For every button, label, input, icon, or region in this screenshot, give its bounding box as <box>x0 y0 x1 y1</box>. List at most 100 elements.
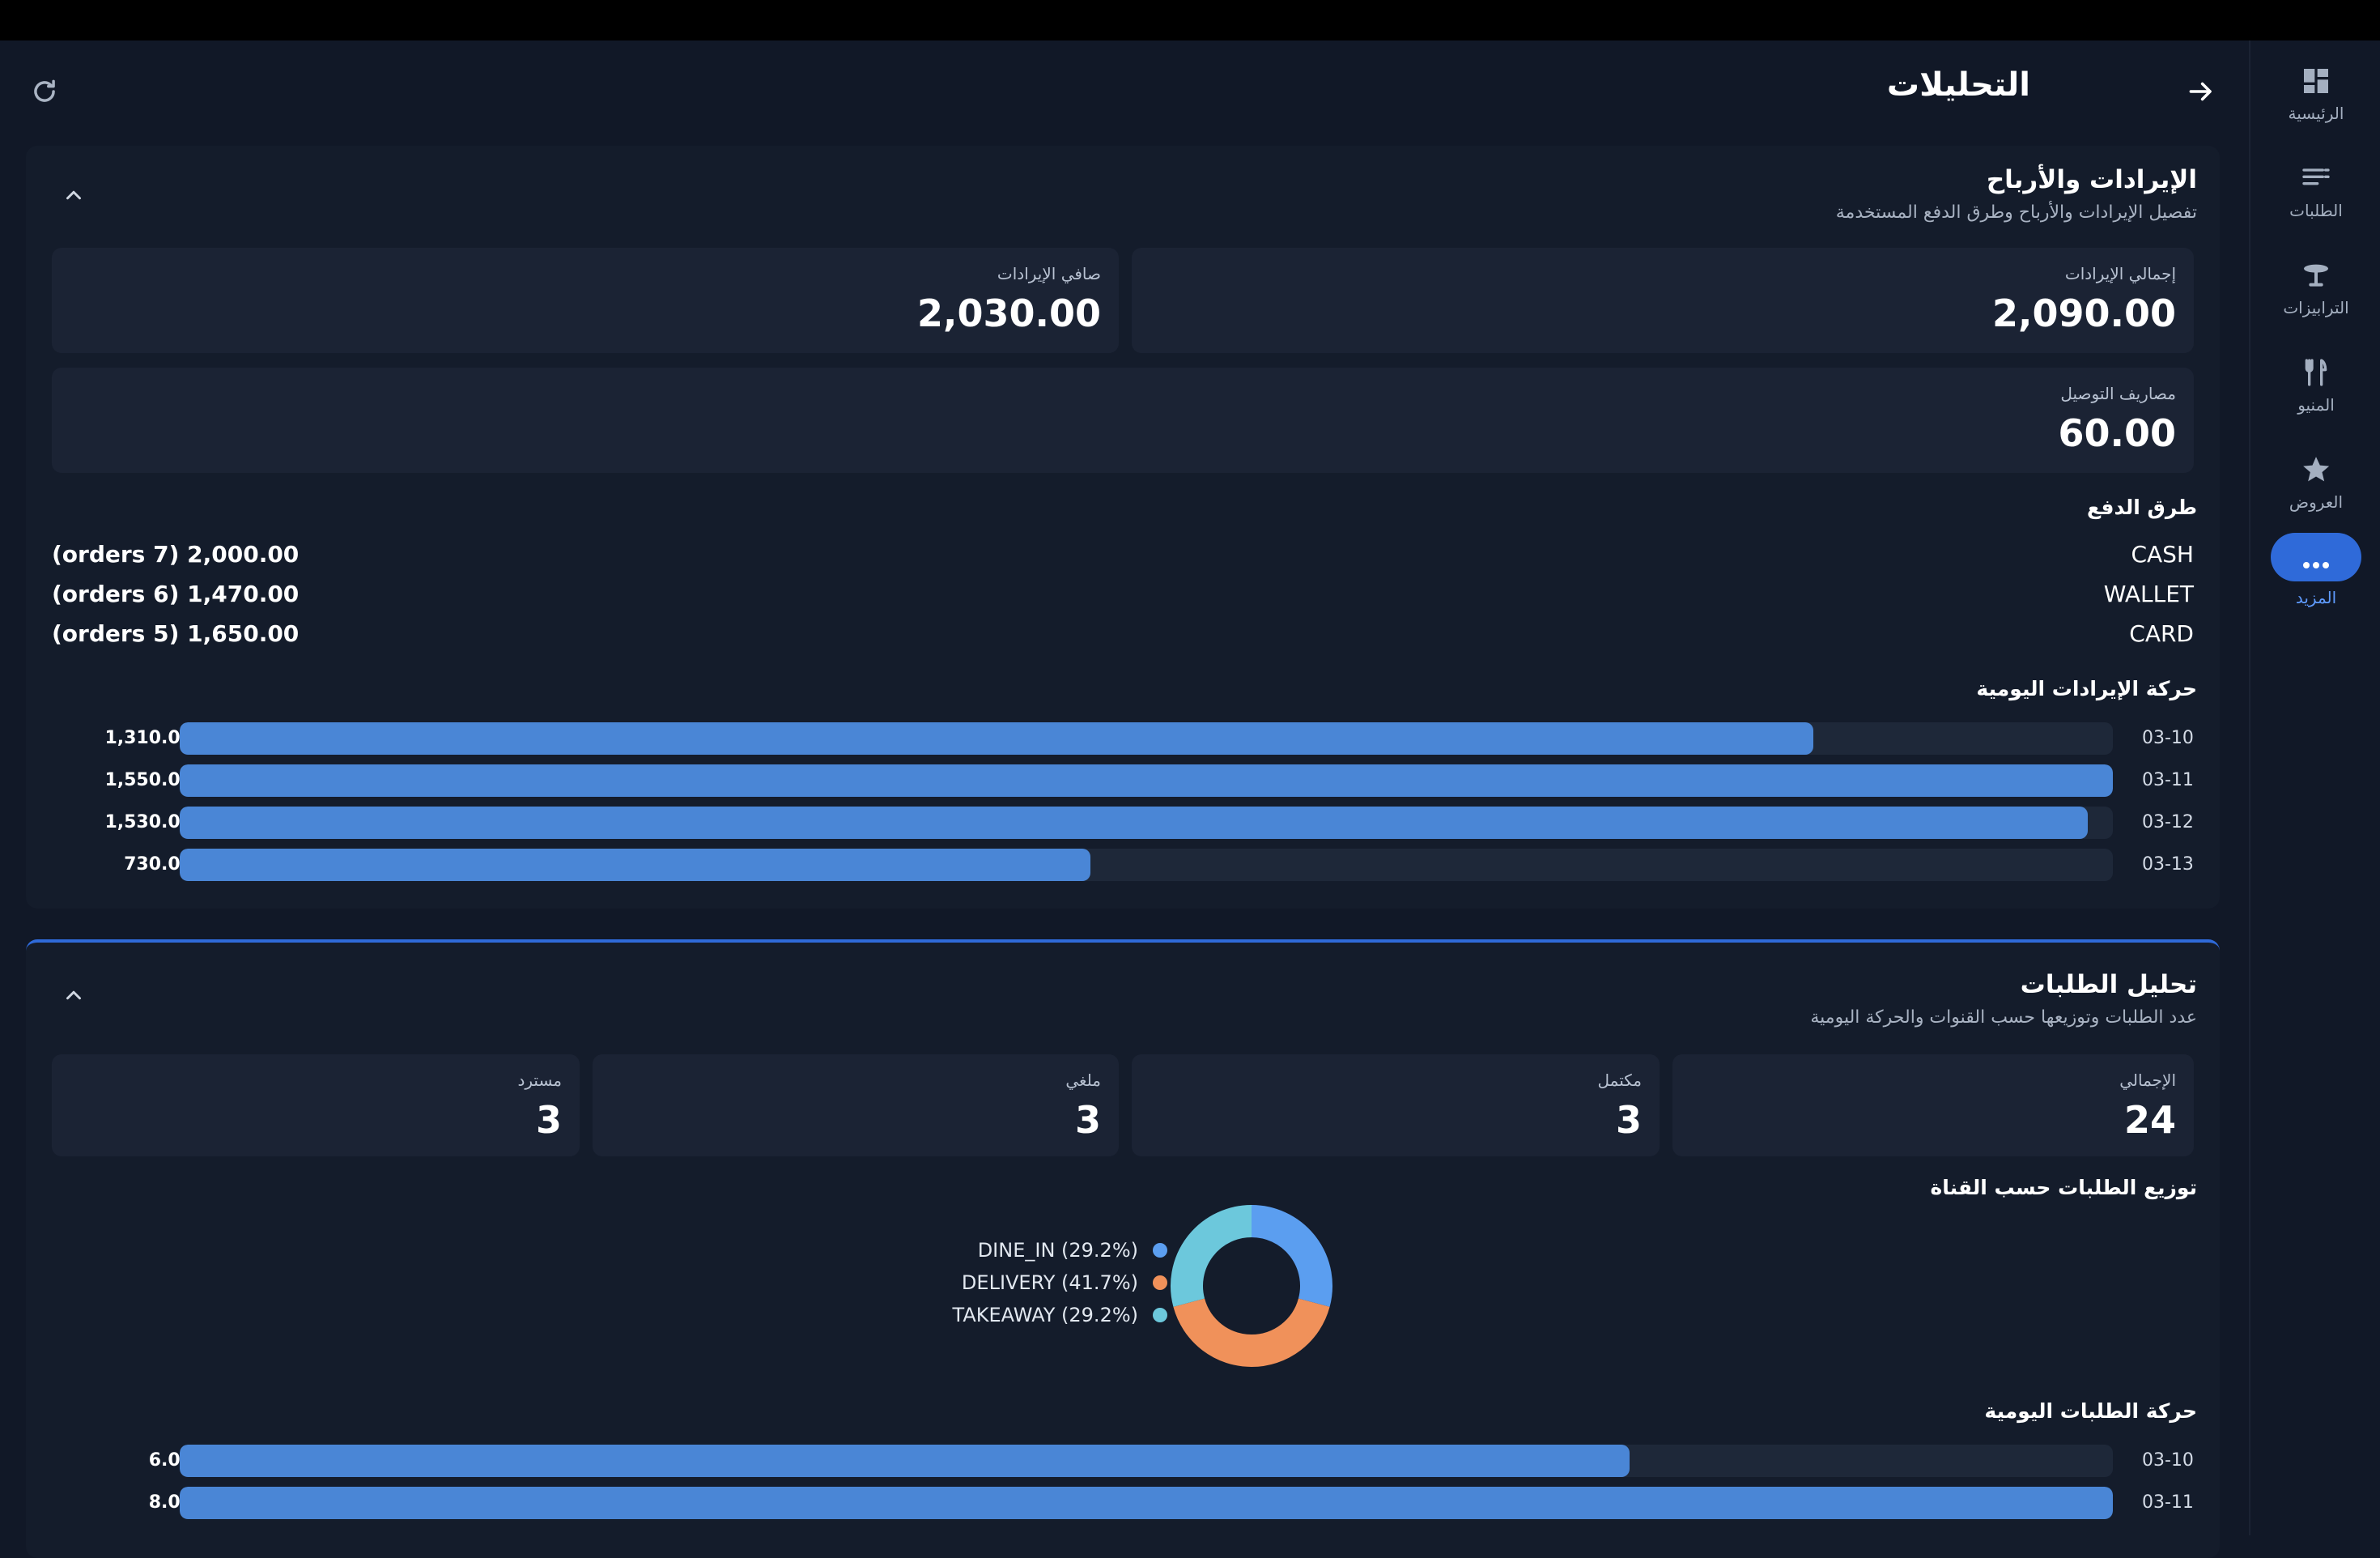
card-value: 2,090.00 <box>1992 292 2176 335</box>
net-revenue-card: صافي الإيرادات 2,030.00 <box>52 248 1119 353</box>
top-bar <box>0 0 2380 40</box>
bar-track <box>180 849 2113 881</box>
payment-method: WALLET <box>2103 581 2194 607</box>
nav-rail: الرئيسية الطلبات الترابيزات المنيو العرو… <box>2249 40 2380 1535</box>
card-value: 24 <box>2123 1098 2176 1142</box>
legend-item: DELIVERY (41.7%) <box>962 1266 1167 1299</box>
bar-mark <box>180 849 1090 881</box>
bar-row: 730.00 03-13 <box>26 849 2220 881</box>
section-subtitle: عدد الطلبات وتوزيعها حسب القنوات والحركة… <box>1810 1007 2197 1028</box>
bar-category-label: 03-13 <box>2142 854 2194 875</box>
card-label: الإجمالي <box>2119 1071 2176 1090</box>
gross-revenue-card: إجمالي الإيرادات 2,090.00 <box>1132 248 2194 353</box>
payments-title: طرق الدفع <box>2087 496 2197 519</box>
nav-item-home[interactable]: الرئيسية <box>2250 49 2380 138</box>
payment-row: CARD (orders 5) 1,650.00 <box>52 620 2194 653</box>
more-pill[interactable] <box>2271 533 2361 581</box>
bar-row: 6.00 03-10 <box>26 1445 2220 1477</box>
list-icon <box>2302 168 2330 185</box>
legend-item: TAKEAWAY (29.2%) <box>953 1299 1167 1331</box>
bar-value-label: 1,550.00 <box>104 770 193 790</box>
payment-row: WALLET (orders 6) 1,470.00 <box>52 581 2194 613</box>
channels-title: توزيع الطلبات حسب القناة <box>1930 1176 2197 1199</box>
completed-orders-card: مكتمل 3 <box>1132 1054 1660 1156</box>
nav-label: المزيد <box>2295 588 2337 607</box>
payment-amount: (orders 5) 1,650.00 <box>52 620 300 647</box>
bar-row: 8.00 03-11 <box>26 1487 2220 1519</box>
bar-row: 1,310.00 03-10 <box>26 722 2220 755</box>
star-icon <box>2303 457 2330 482</box>
card-value: 60.00 <box>2058 411 2176 455</box>
bar-track <box>180 1445 2113 1477</box>
bar-value-label: 1,530.00 <box>104 812 193 832</box>
legend-swatch <box>1153 1275 1167 1290</box>
nav-item-menu[interactable]: المنيو <box>2250 340 2380 429</box>
card-value: 2,030.00 <box>917 292 1101 335</box>
donut-slice-delivery <box>1173 1297 1330 1367</box>
nav-item-offers[interactable]: العروض <box>2250 437 2380 526</box>
orders-panel: تحليل الطلبات عدد الطلبات وتوزيعها حسب ا… <box>26 939 2220 1558</box>
bar-row: 1,550.00 03-11 <box>26 764 2220 797</box>
total-orders-card: الإجمالي 24 <box>1672 1054 2194 1156</box>
legend-swatch <box>1153 1243 1167 1258</box>
payment-row: CASH (orders 7) 2,000.00 <box>52 541 2194 573</box>
bar-track <box>180 807 2113 839</box>
bar-value-label: 1,310.00 <box>104 728 193 748</box>
channel-donut-chart <box>1171 1205 1332 1367</box>
cancelled-orders-card: ملغي 3 <box>593 1054 1119 1156</box>
nav-item-orders[interactable]: الطلبات <box>2250 146 2380 235</box>
legend-label: DELIVERY (41.7%) <box>961 1271 1138 1294</box>
payment-amount: (orders 7) 2,000.00 <box>52 541 300 568</box>
section-subtitle: تفصيل الإيرادات والأرباح وطرق الدفع المس… <box>1835 202 2197 223</box>
delivery-fees-card: مصاريف التوصيل 60.00 <box>52 368 2194 473</box>
cutlery-icon <box>2305 359 2327 386</box>
section-title: الإيرادات والأرباح <box>1986 165 2197 194</box>
payment-amount: (orders 6) 1,470.00 <box>52 581 300 607</box>
card-value: 3 <box>535 1098 562 1142</box>
back-arrow-icon[interactable] <box>2186 76 2216 110</box>
table-icon <box>2304 264 2328 287</box>
card-label: مصاريف التوصيل <box>2060 384 2176 403</box>
donut-slice-takeaway <box>1171 1205 1252 1307</box>
nav-item-tables[interactable]: الترابيزات <box>2250 243 2380 332</box>
bar-category-label: 03-11 <box>2142 770 2194 790</box>
legend-label: TAKEAWAY (29.2%) <box>952 1304 1138 1326</box>
daily-orders-title: حركة الطلبات اليومية <box>1984 1399 2197 1423</box>
card-label: مسترد <box>517 1071 562 1090</box>
nav-item-more[interactable]: المزيد <box>2250 526 2380 615</box>
legend-label: DINE_IN (29.2%) <box>977 1239 1138 1262</box>
bar-mark <box>180 722 1814 755</box>
collapse-chevron-icon[interactable] <box>62 983 86 1011</box>
bar-mark <box>180 764 2113 797</box>
nav-label: الترابيزات <box>2283 298 2349 317</box>
card-value: 3 <box>1074 1098 1101 1142</box>
legend-swatch <box>1153 1308 1167 1322</box>
legend-item: DINE_IN (29.2%) <box>978 1234 1167 1266</box>
bar-category-label: 03-12 <box>2142 812 2194 832</box>
bar-mark <box>180 1445 1630 1477</box>
section-title: تحليل الطلبات <box>2020 970 2197 999</box>
nav-label: الرئيسية <box>2288 104 2344 123</box>
bar-category-label: 03-11 <box>2142 1492 2194 1513</box>
page-title: التحليلات <box>1886 66 2030 104</box>
bar-mark <box>180 807 2089 839</box>
nav-label: المنيو <box>2297 395 2335 415</box>
card-label: صافي الإيرادات <box>997 264 1101 283</box>
bar-category-label: 03-10 <box>2142 728 2194 748</box>
bar-track <box>180 764 2113 797</box>
daily-revenue-title: حركة الإيرادات اليومية <box>1976 677 2197 700</box>
refresh-icon[interactable] <box>29 76 60 110</box>
nav-label: العروض <box>2289 492 2344 512</box>
bar-category-label: 03-10 <box>2142 1450 2194 1471</box>
dashboard-icon <box>2304 69 2328 93</box>
bar-track <box>180 722 2113 755</box>
card-label: مكتمل <box>1597 1071 1642 1090</box>
page-header: التحليلات <box>0 40 2249 144</box>
payment-method: CARD <box>2129 620 2194 647</box>
card-label: ملغي <box>1065 1071 1101 1090</box>
collapse-chevron-icon[interactable] <box>62 183 86 211</box>
card-label: إجمالي الإيرادات <box>2064 264 2176 283</box>
bar-row: 1,530.00 03-12 <box>26 807 2220 839</box>
revenue-panel: الإيرادات والأرباح تفصيل الإيرادات والأر… <box>26 146 2220 909</box>
donut-slice-dine_in <box>1251 1205 1332 1307</box>
